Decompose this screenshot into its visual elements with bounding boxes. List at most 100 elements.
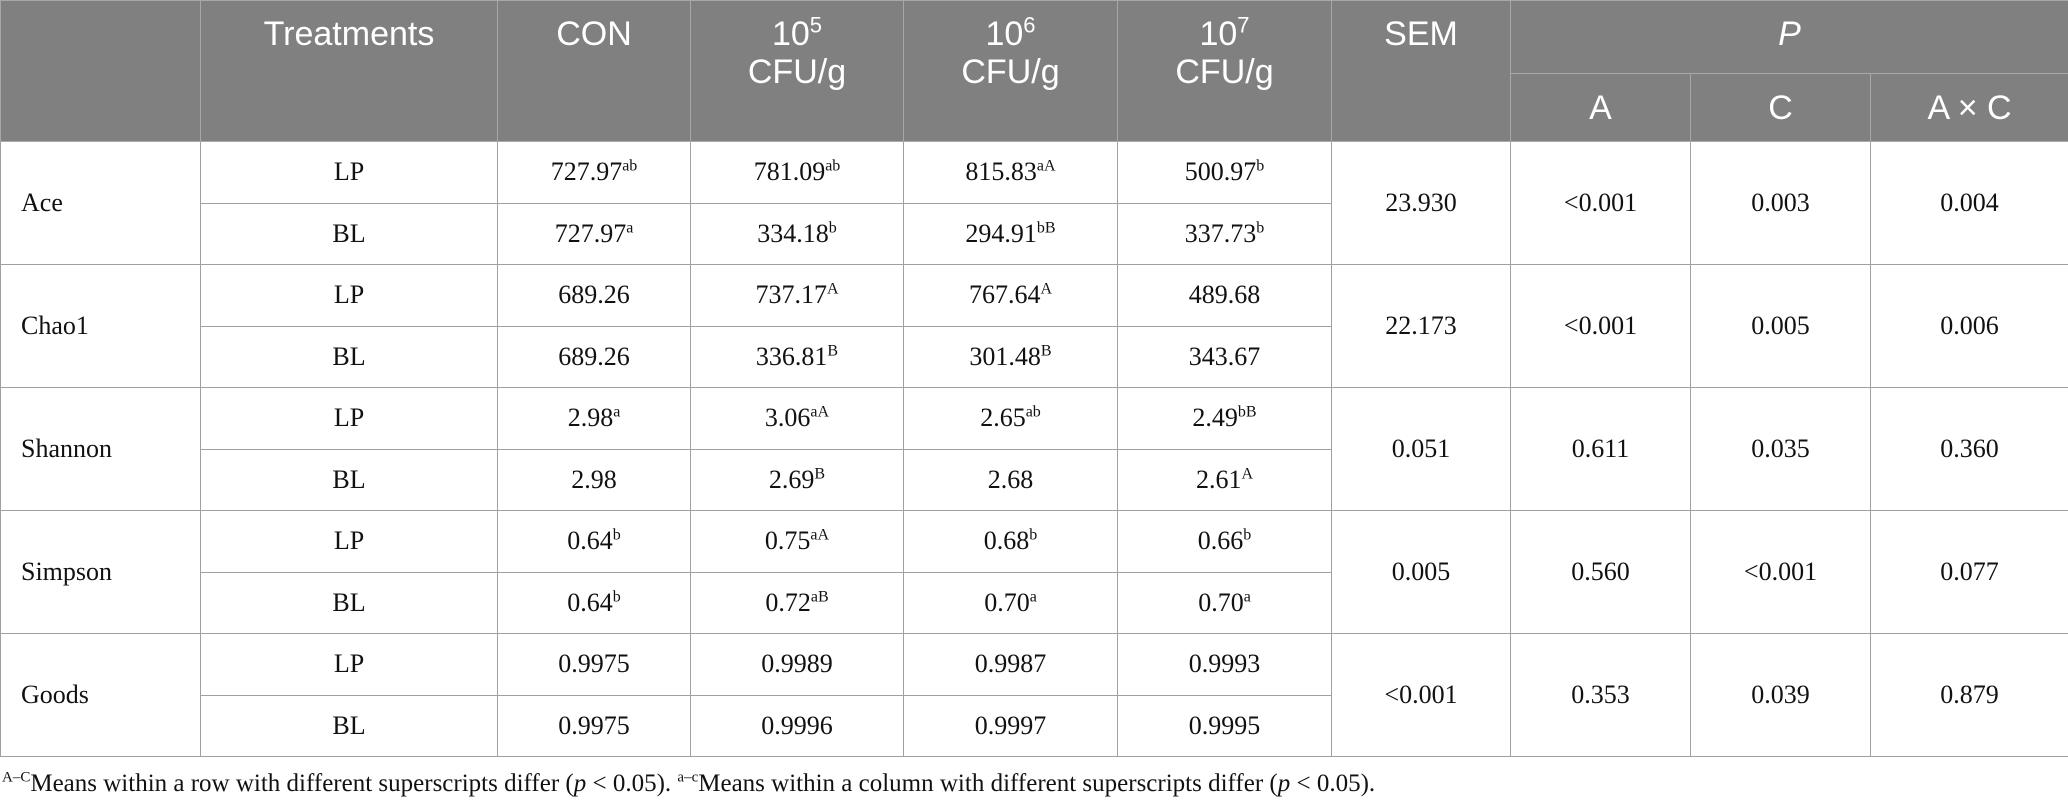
- value: 2.61: [1195, 464, 1242, 494]
- value-cell: 0.9989: [690, 633, 904, 696]
- value: 815.83: [965, 157, 1037, 187]
- value-cell: 0.72aB: [690, 571, 904, 634]
- p-cell: 0.360: [1869, 387, 2068, 511]
- value-cell: 2.98a: [497, 387, 691, 450]
- value: 0.64: [567, 526, 613, 556]
- superscript: aA: [1036, 157, 1056, 175]
- p-cell: <0.001: [1690, 510, 1871, 634]
- p-cell: 0.353: [1510, 633, 1691, 757]
- header-cell: 107 CFU/g: [1117, 0, 1332, 142]
- value: 0.70: [1198, 587, 1244, 617]
- value-cell: 2.61A: [1117, 448, 1332, 511]
- value-cell: 301.48B: [903, 325, 1118, 388]
- value-cell: 815.83aA: [903, 141, 1118, 204]
- superscript: A: [1241, 465, 1254, 483]
- superscript: a: [613, 403, 621, 421]
- row-label: Simpson: [0, 510, 201, 634]
- value: 0.9989: [761, 649, 833, 679]
- superscript: b: [1029, 526, 1038, 544]
- value: 334.18: [757, 218, 829, 248]
- value: 0.70: [984, 587, 1030, 617]
- dose-unit: CFU/g: [747, 53, 847, 91]
- value: 0.9975: [558, 710, 630, 740]
- data-table: Treatments CON 105 CFU/g 106 CFU/g 107 CFU/g SEM…: [0, 0, 2068, 757]
- header-cell: 105 CFU/g: [690, 0, 904, 142]
- p-cell: 0.039: [1690, 633, 1871, 757]
- group-name: BL: [200, 448, 498, 511]
- group-name: LP: [200, 141, 498, 204]
- value: 2.49: [1192, 403, 1238, 433]
- body-row: BL 2.98 2.69B 2.68 2.61A: [1, 448, 2068, 511]
- superscript: aA: [810, 526, 830, 544]
- value-cell: 0.9987: [903, 633, 1118, 696]
- value: 2.98: [567, 403, 614, 433]
- value: 336.81: [755, 341, 828, 371]
- header-cell: P: [1509, 0, 2068, 74]
- p-cell: <0.001: [1510, 264, 1691, 388]
- p-label: P: [1778, 15, 1801, 53]
- p-cell: 0.005: [1690, 264, 1871, 388]
- value-cell: 0.9996: [690, 694, 904, 757]
- superscript: ab: [622, 157, 638, 175]
- header-cell: CON: [497, 0, 691, 142]
- group-name: BL: [200, 202, 498, 265]
- row-label: Chao1: [0, 264, 201, 388]
- superscript: b: [1243, 526, 1252, 544]
- value: 0.9993: [1188, 649, 1261, 679]
- value: 0.72: [765, 587, 811, 617]
- value: 3.06: [764, 403, 811, 433]
- value-cell: 0.66b: [1117, 510, 1332, 573]
- superscript: B: [1040, 342, 1052, 360]
- value-cell: 0.75aA: [690, 510, 904, 573]
- value-cell: 2.68: [903, 448, 1118, 511]
- dose-exponent: 7: [1237, 12, 1250, 38]
- dose-base: 10: [1199, 15, 1238, 53]
- value: 737.17: [755, 280, 827, 310]
- dose-base: 10: [771, 15, 810, 53]
- superscript: a: [1243, 588, 1251, 606]
- value-cell: 0.64b: [497, 571, 691, 634]
- value-cell: 337.73b: [1117, 202, 1332, 265]
- group-name: BL: [200, 325, 498, 388]
- p-cell: 0.004: [1869, 141, 2068, 265]
- row-label: Shannon: [0, 387, 201, 511]
- body-row: BL 689.26 336.81 B 301.48B 343.67: [1, 325, 2068, 388]
- header-cell: 106 CFU/g: [903, 0, 1118, 142]
- group-name: LP: [200, 510, 498, 573]
- value-cell: 294.91bB: [903, 202, 1118, 265]
- body-row: Shannon LP 2.98a 3.06aA 2.65ab 2.49bB 0.051 0.6…: [0, 387, 2068, 511]
- value-cell: 489.68: [1117, 264, 1332, 327]
- superscript: a: [1029, 588, 1037, 606]
- value: 2.65: [980, 403, 1026, 433]
- value: 0.9997: [974, 710, 1047, 740]
- value-cell: 767.64A: [903, 264, 1118, 327]
- value-cell: 0.70a: [1117, 571, 1332, 634]
- value: 689.26: [558, 280, 630, 310]
- value: 0.9995: [1188, 710, 1261, 740]
- value-cell: 334.18b: [690, 202, 904, 265]
- header-cell: SEM: [1331, 0, 1511, 142]
- value-cell: 0.68b: [903, 510, 1118, 573]
- p-cell: 0.003: [1690, 141, 1871, 265]
- superscript: aB: [810, 588, 829, 606]
- body-row: Ace LP 727.97ab 781.09ab 815.83aA 500.97b 23.9…: [0, 141, 2068, 265]
- value-cell: 0.64b: [497, 510, 691, 573]
- value-cell: 2.98: [497, 448, 691, 511]
- value: 500.97: [1184, 157, 1257, 187]
- p-cell: 0.077: [1869, 510, 2068, 634]
- dose-unit: CFU/g: [961, 53, 1060, 91]
- value: 689.26: [558, 341, 630, 371]
- row-label: Ace: [0, 141, 201, 265]
- header-cell: [0, 0, 201, 142]
- superscript: b: [1256, 219, 1265, 237]
- p-cell: <0.001: [1510, 141, 1691, 265]
- body-row: Goods LP 0.9975 0.9989 0.9987 0.9993 <0.001 0.3…: [0, 633, 2068, 757]
- sem-cell: 22.173: [1331, 264, 1511, 388]
- dose-exponent: 6: [1023, 12, 1036, 38]
- value-cell: 343.67: [1117, 325, 1332, 388]
- superscript: bB: [1036, 219, 1056, 237]
- sem-cell: 0.005: [1331, 510, 1511, 634]
- p-cell: 0.035: [1690, 387, 1871, 511]
- footnote: A–CMeans within a row with different sup…: [2, 770, 1375, 798]
